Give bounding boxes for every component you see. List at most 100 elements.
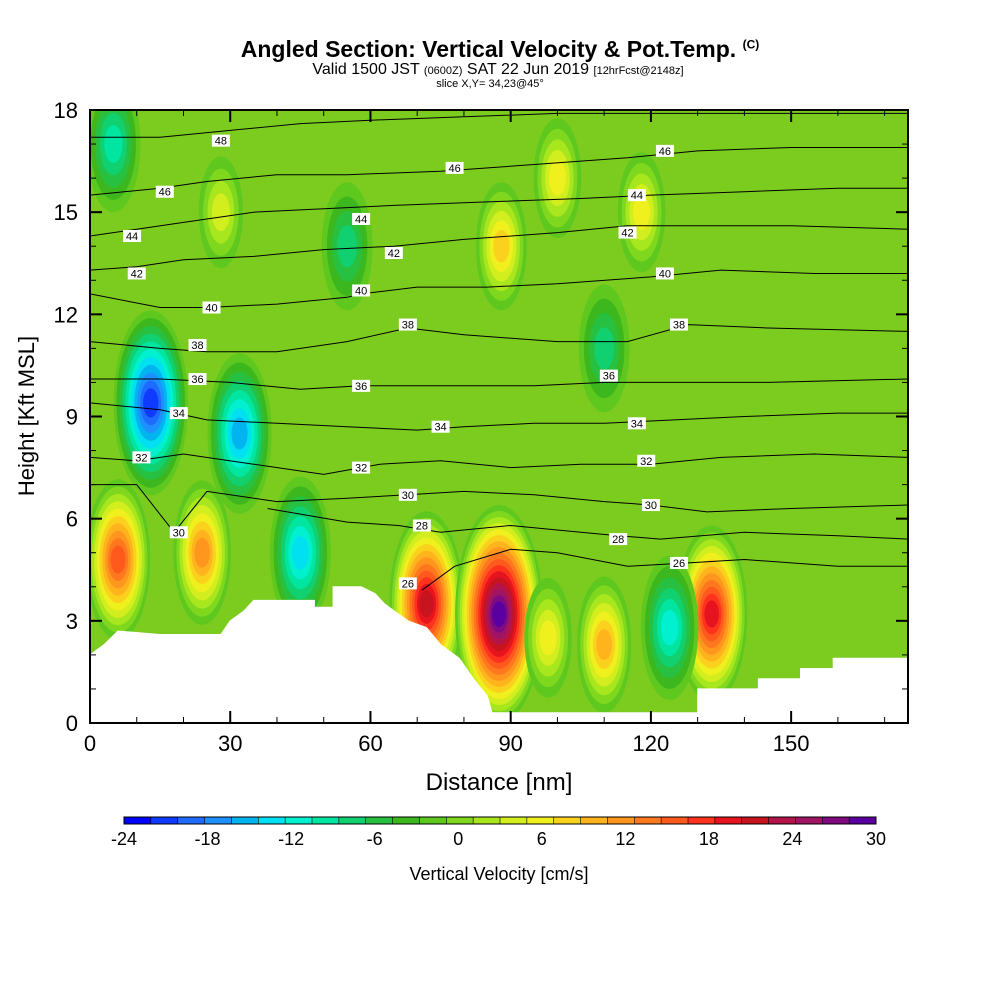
velocity-level	[104, 124, 123, 164]
velocity-level	[291, 535, 309, 570]
contour-label-box	[169, 407, 188, 420]
contour-label-box	[352, 212, 371, 225]
contour-label: 40	[655, 267, 674, 280]
contour-label-box	[445, 161, 464, 174]
colorbar-tick-label: 30	[866, 829, 886, 849]
contour-label-box	[627, 417, 646, 430]
contour-label-text: 34	[631, 418, 643, 430]
isentrope-44	[90, 187, 908, 237]
contour-label: 36	[188, 373, 207, 386]
contour-label-box	[637, 454, 656, 467]
contour-label-box	[211, 134, 230, 147]
colorbar-swatch	[285, 817, 313, 824]
contour-label: 38	[398, 318, 417, 332]
x-tick-label: 30	[218, 731, 242, 756]
contour-label: 32	[637, 454, 656, 468]
contour-label: 40	[352, 284, 371, 297]
downdraft-core	[113, 310, 188, 496]
contour-label-text: 46	[159, 187, 171, 199]
contour-label-box	[669, 318, 688, 331]
contour-label: 38	[669, 318, 688, 332]
colorbar-swatch	[580, 817, 608, 824]
contour-label-box	[627, 189, 646, 202]
velocity-level	[594, 327, 615, 370]
contour-label-box	[169, 526, 188, 539]
contour-label-box	[384, 247, 403, 260]
colorbar-swatch	[177, 817, 206, 824]
contour-label-box	[132, 451, 151, 464]
contour-label: 28	[412, 519, 431, 532]
contour-label-text: 38	[673, 320, 685, 332]
contour-labels: 48 46 46 46 44 44 44 42 42 42 40 40 40 38 38 38 36 36 36 34…	[123, 134, 688, 590]
velocity-level	[231, 417, 248, 450]
colorbar-tick-label: 12	[615, 829, 635, 849]
isentrope-38	[90, 324, 908, 353]
contour-label-box	[641, 499, 660, 512]
colorbar-swatch	[446, 817, 474, 824]
x-tick-label: 0	[84, 731, 96, 756]
downdraft-core	[269, 476, 331, 630]
contour-label: 40	[202, 301, 221, 315]
contour-label-text: 34	[434, 422, 446, 434]
updraft-core	[198, 156, 243, 269]
contour-label-box	[155, 185, 174, 198]
contour-label-text: 34	[173, 408, 185, 420]
colorbar-swatch	[607, 817, 635, 824]
colorbar-swatch	[741, 817, 770, 824]
colorbar-swatch	[768, 817, 796, 824]
contour-label-text: 30	[173, 527, 185, 539]
downdraft-core	[640, 555, 699, 700]
contour-label-box	[655, 267, 674, 280]
chart-title: Angled Section: Vertical Velocity & Pot.…	[240, 36, 760, 62]
contour-label-box	[609, 533, 628, 546]
colorbar-swatch	[365, 817, 394, 824]
x-axis-label: Distance [nm]	[426, 769, 573, 796]
x-tick-label: 120	[633, 731, 670, 756]
contour-label: 30	[169, 526, 188, 539]
updraft-core	[90, 479, 151, 640]
velocity-level	[211, 193, 230, 232]
velocity-level	[110, 545, 126, 574]
colorbar-tick-label: -6	[367, 829, 383, 849]
contour-label-box	[127, 267, 146, 280]
updraft-core	[475, 182, 527, 311]
contour-label: 36	[352, 379, 371, 393]
contour-label: 34	[431, 420, 450, 434]
contour-label: 26	[398, 577, 417, 590]
contour-label-box	[398, 488, 417, 501]
y-tick-label: 9	[66, 405, 78, 430]
chart-subtitle: Valid 1500 JST (0600Z) SAT 22 Jun 2019 […	[312, 61, 684, 78]
contour-label-text: 42	[131, 268, 143, 280]
contour-label-text: 32	[640, 456, 652, 468]
x-tick-label: 60	[358, 731, 382, 756]
colorbar-tick-label: -12	[278, 829, 304, 849]
contour-label-text: 40	[355, 285, 367, 297]
contour-label-box	[123, 230, 142, 243]
downdraft-core	[578, 284, 630, 413]
contour-label-box	[412, 519, 431, 532]
contour-label-text: 28	[612, 534, 624, 546]
contour-label: 28	[609, 533, 628, 546]
contour-label: 34	[169, 407, 188, 420]
contour-label: 38	[188, 338, 207, 352]
colorbar-swatch	[849, 817, 877, 824]
contour-label-text: 42	[388, 248, 400, 260]
contour-label-text: 28	[416, 520, 428, 532]
colorbar-tick-label: 24	[782, 829, 802, 849]
isentropes	[90, 112, 908, 591]
colorbar-swatch	[526, 817, 555, 824]
y-tick-label: 12	[54, 302, 78, 327]
contour-label-text: 36	[355, 381, 367, 393]
colorbar-tick-label: -24	[111, 829, 137, 849]
isentrope-34	[90, 402, 908, 431]
x-tick-label: 150	[773, 731, 810, 756]
contour-label-text: 38	[402, 320, 414, 332]
y-tick-label: 0	[66, 711, 78, 736]
contour-label: 46	[655, 144, 674, 158]
colorbar-swatch	[714, 817, 743, 824]
contour-label-text: 30	[645, 500, 657, 512]
y-tick-label: 18	[54, 98, 78, 123]
y-tick-label: 6	[66, 507, 78, 532]
